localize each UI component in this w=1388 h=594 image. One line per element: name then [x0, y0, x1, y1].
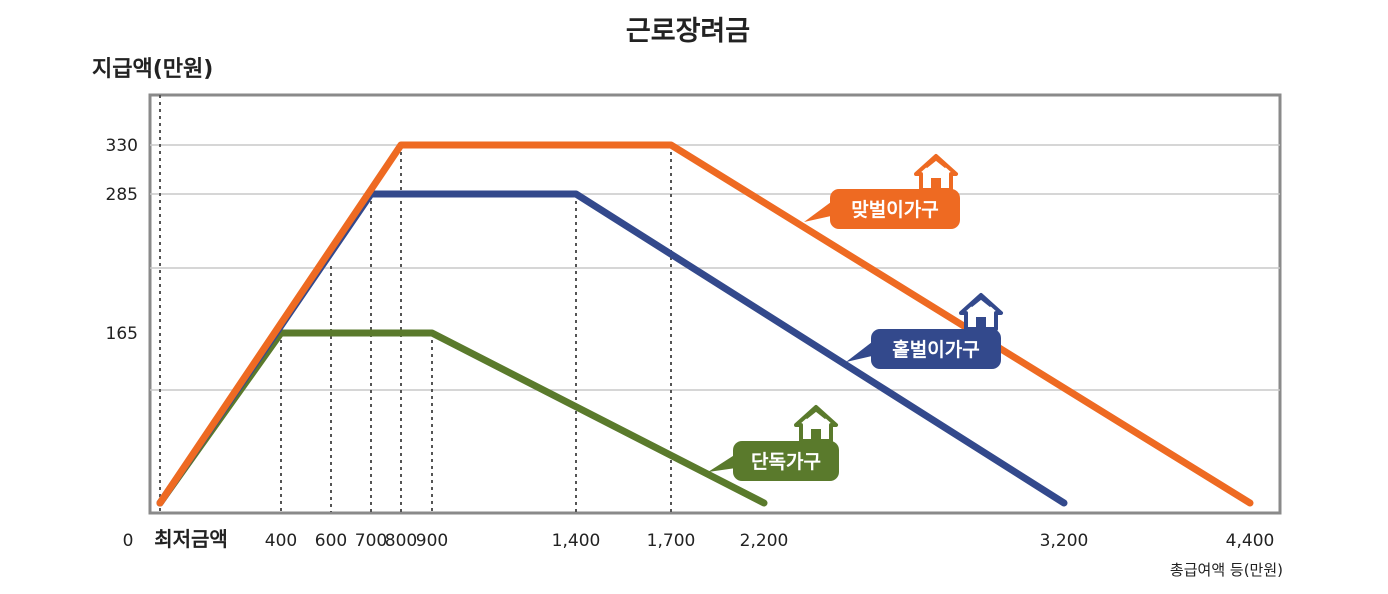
plot-frame: [148, 93, 1282, 515]
chart-title: 근로장려금: [626, 16, 750, 47]
series-tags: 단독가구 홑벌이가구 맞벌이가구: [708, 154, 1003, 481]
series-tag-0: 단독가구: [708, 405, 839, 481]
x-tick-9: 3,200: [1040, 531, 1089, 551]
house-icon: [914, 154, 958, 192]
drop-lines: [159, 95, 672, 512]
y-tick-330: 330: [106, 136, 138, 156]
tag-pointer: [846, 342, 872, 362]
x-axis-label: 총급여액 등(만원): [1170, 561, 1283, 579]
series-tag-label: 맞벌이가구: [851, 199, 938, 221]
y-axis-label: 지급액(만원): [92, 57, 213, 82]
house-icon: [794, 405, 838, 443]
x-tick-5: 900: [416, 531, 448, 551]
grid-lines: [150, 144, 1280, 391]
series-lines: [156, 141, 1254, 507]
series-tag-label: 홑벌이가구: [892, 338, 979, 361]
x-tick-0: 최저금액: [154, 527, 228, 551]
series-tag-label: 단독가구: [751, 451, 821, 473]
tag-box: [733, 441, 839, 481]
x-tick-3: 700: [355, 531, 387, 551]
y-tick-labels: 330 285 165: [106, 136, 138, 344]
house-icon: [959, 293, 1003, 331]
x-tick-10: 4,400: [1226, 531, 1275, 551]
x-tick-8: 2,200: [740, 531, 789, 551]
series-tag-1: 홑벌이가구: [846, 293, 1003, 369]
x-tick-1: 400: [265, 531, 297, 551]
origin-label: 0: [123, 531, 134, 551]
x-tick-7: 1,700: [647, 531, 696, 551]
tag-pointer: [708, 454, 736, 472]
x-tick-6: 1,400: [552, 531, 601, 551]
x-tick-2: 600: [315, 531, 347, 551]
series-tag-2: 맞벌이가구: [804, 154, 960, 229]
y-tick-165: 165: [106, 324, 138, 344]
y-tick-285: 285: [106, 185, 138, 205]
tag-pointer: [804, 202, 831, 222]
series-line-2: [156, 141, 1254, 507]
x-tick-4: 800: [385, 531, 417, 551]
tag-box: [871, 329, 1001, 369]
tag-box: [830, 189, 960, 229]
